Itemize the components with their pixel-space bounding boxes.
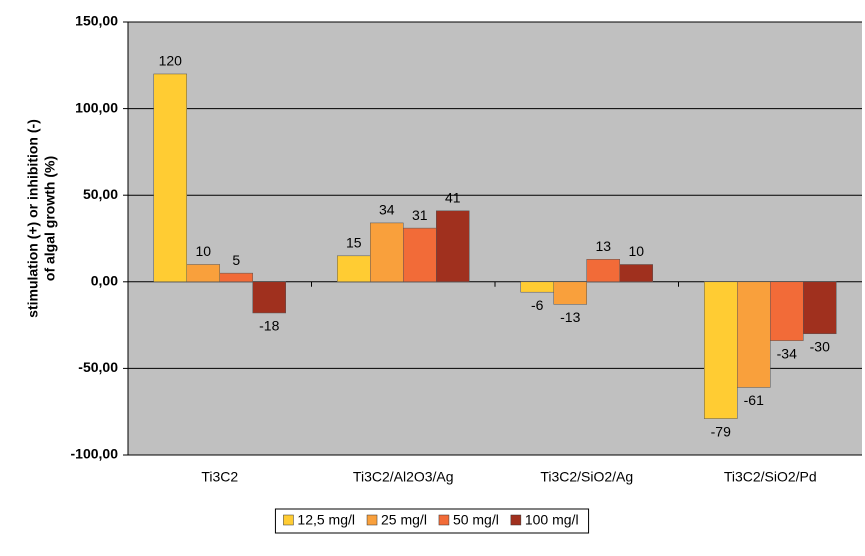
- legend-label: 25 mg/l: [381, 512, 427, 528]
- legend-swatch: [510, 514, 522, 526]
- y-tick-label: 100,00: [75, 99, 118, 115]
- data-label: -61: [744, 392, 764, 408]
- x-tick-label: Ti3C2/SiO2/Ag: [540, 469, 633, 485]
- bar: [370, 222, 404, 283]
- legend-swatch: [438, 514, 450, 526]
- data-label: 34: [379, 202, 395, 218]
- bar: [553, 281, 587, 305]
- bar: [403, 227, 437, 283]
- y-tick-label: 150,00: [75, 13, 118, 29]
- data-label: 10: [195, 243, 211, 259]
- data-label: 120: [159, 53, 183, 69]
- bar: [704, 281, 738, 419]
- x-tick-label: Ti3C2/Al2O3/Ag: [353, 469, 454, 485]
- bar: [219, 272, 253, 283]
- y-tick-label: 0,00: [91, 273, 118, 289]
- data-label: -18: [259, 318, 279, 334]
- legend-swatch: [283, 514, 294, 526]
- data-label: 10: [628, 243, 644, 259]
- bar: [436, 210, 470, 283]
- y-tick-label: -100,00: [71, 446, 119, 462]
- data-label: -13: [560, 309, 580, 325]
- data-label: 13: [595, 238, 611, 254]
- y-axis-label: of algal growth (%): [42, 156, 58, 281]
- data-label: -30: [810, 338, 830, 354]
- legend: 12,5 mg/l 25 mg/l 50 mg/l 100 mg/l: [274, 508, 590, 534]
- plot-area: [128, 22, 862, 455]
- bar: [337, 255, 371, 283]
- data-label: -34: [777, 345, 797, 361]
- bar: [770, 281, 804, 341]
- bar: [803, 281, 837, 335]
- legend-label: 12,5 mg/l: [297, 512, 355, 528]
- bar: [186, 264, 220, 283]
- legend-label: 100 mg/l: [525, 512, 579, 528]
- bar: [153, 73, 187, 283]
- bar: [586, 259, 620, 283]
- bar: [252, 281, 286, 314]
- data-label: 5: [232, 252, 240, 268]
- legend-label: 50 mg/l: [453, 512, 499, 528]
- bar: [619, 264, 653, 283]
- x-tick-label: Ti3C2: [201, 469, 238, 485]
- data-label: -6: [531, 297, 544, 313]
- bar: [737, 281, 771, 388]
- y-tick-label: 50,00: [83, 186, 118, 202]
- data-label: 15: [346, 235, 362, 251]
- bar: [520, 281, 554, 293]
- data-label: 31: [412, 207, 428, 223]
- legend-swatch: [366, 514, 378, 526]
- data-label: 41: [445, 189, 461, 205]
- y-axis-label: stimulation (+) or inhibition (-): [25, 119, 41, 318]
- y-tick-label: -50,00: [78, 359, 118, 375]
- x-tick-label: Ti3C2/SiO2/Pd: [724, 469, 817, 485]
- data-label: -79: [711, 423, 731, 439]
- legend-box: [274, 508, 590, 534]
